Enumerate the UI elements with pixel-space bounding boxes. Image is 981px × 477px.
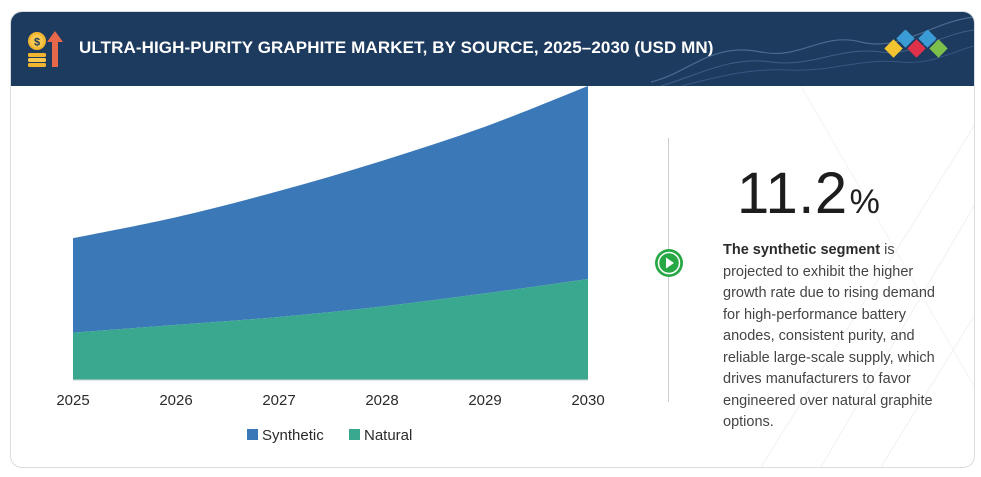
description-bold: The synthetic segment	[723, 242, 881, 258]
x-tick-label: 2030	[571, 392, 604, 409]
play-arrow-icon	[655, 249, 683, 277]
x-tick-label: 2025	[56, 392, 89, 409]
money-growth-icon: $	[28, 31, 63, 67]
legend-item: Synthetic	[247, 427, 324, 444]
x-tick-label: 2026	[159, 392, 192, 409]
description-text: The synthetic segment is projected to ex…	[723, 240, 955, 434]
x-tick-label: 2028	[365, 392, 398, 409]
page-title: ULTRA-HIGH-PURITY GRAPHITE MARKET, BY SO…	[79, 38, 714, 57]
legend-swatch	[349, 429, 360, 440]
cagr-unit: %	[849, 183, 880, 221]
x-tick-label: 2027	[262, 392, 295, 409]
legend-item: Natural	[349, 427, 412, 444]
header-bar: $ ULTRA-HIGH-PURITY GRAPHITE MARKET, BY …	[11, 12, 974, 86]
stacked-area-chart: 2025 2026 2027 2028 2029 2030 Synthetic Natural	[56, 86, 605, 444]
cagr-value: 11.2	[737, 161, 848, 226]
svg-text:$: $	[34, 37, 40, 49]
legend-label: Natural	[364, 427, 412, 444]
brand-logo-icon	[884, 30, 948, 58]
legend-label: Synthetic	[262, 427, 324, 444]
infographic-card: $ ULTRA-HIGH-PURITY GRAPHITE MARKET, BY …	[10, 11, 975, 468]
decorative-background-lines	[760, 86, 974, 467]
description-rest: is projected to exhibit the higher growt…	[723, 242, 935, 430]
cagr-stat: 11.2%	[737, 165, 880, 223]
x-tick-label: 2029	[468, 392, 501, 409]
series-area-synthetic	[73, 86, 588, 333]
series-area-natural	[73, 278, 588, 380]
legend-swatch	[247, 429, 258, 440]
